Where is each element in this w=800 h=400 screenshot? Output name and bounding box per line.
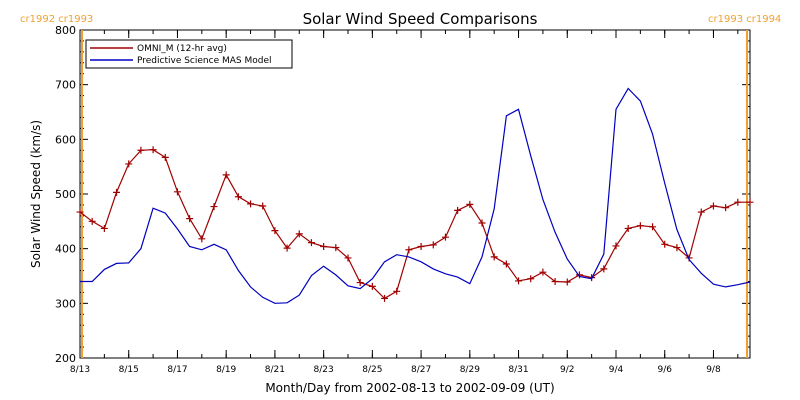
x-axis-title: Month/Day from 2002-08-13 to 2002-09-09 … <box>265 381 554 395</box>
data-point-omni <box>673 244 681 252</box>
data-point-omni <box>649 223 657 231</box>
x-tick-label: 9/2 <box>560 365 574 375</box>
data-point-omni <box>515 277 523 285</box>
legend-label-omni: OMNI_M (12-hr avg) <box>137 44 227 54</box>
data-point-omni <box>600 265 608 273</box>
data-point-omni <box>381 294 389 302</box>
data-point-omni <box>113 188 121 196</box>
y-tick-label: 800 <box>55 24 76 37</box>
x-tick-label: 8/21 <box>265 365 285 375</box>
data-point-omni <box>247 200 255 208</box>
legend: OMNI_M (12-hr avg) Predictive Science MA… <box>85 39 293 69</box>
data-point-omni <box>307 239 315 247</box>
x-tick-label: 9/4 <box>609 365 624 375</box>
data-point-omni <box>320 242 328 250</box>
series-line-mas <box>80 87 751 304</box>
data-point-omni <box>612 242 620 250</box>
y-tick-label: 700 <box>55 79 76 92</box>
plot-frame <box>79 29 751 359</box>
series-line-omni <box>79 149 750 300</box>
y-tick-label: 400 <box>55 243 76 256</box>
cr-marker-right-label: cr1993 cr1994 <box>708 14 781 25</box>
data-point-omni <box>429 241 437 249</box>
data-point-omni <box>344 254 352 262</box>
y-tick-label: 300 <box>55 297 76 310</box>
data-point-omni <box>490 253 498 261</box>
x-tick-label: 8/13 <box>70 365 90 375</box>
data-point-omni <box>137 146 145 154</box>
data-point-omni <box>551 277 559 285</box>
data-point-omni <box>259 202 267 210</box>
x-tick-label: 9/6 <box>657 365 672 375</box>
data-point-omni <box>149 146 157 154</box>
x-tick-label: 8/29 <box>460 365 480 375</box>
data-point-omni <box>746 198 754 206</box>
data-point-omni <box>636 222 644 230</box>
x-tick-label: 8/25 <box>362 365 382 375</box>
data-point-omni <box>539 268 547 276</box>
y-tick-label: 200 <box>55 352 76 365</box>
data-point-omni <box>356 279 364 287</box>
plot-area: 200 300 400 500 600 700 800 8/13 8/15 8/17 8/19 8/2… <box>55 24 754 375</box>
data-point-omni <box>466 200 474 208</box>
data-point-omni <box>222 171 230 179</box>
x-tick-label: 8/15 <box>119 365 139 375</box>
data-point-omni <box>502 260 510 268</box>
data-point-omni <box>271 227 279 235</box>
x-tick-label: 8/27 <box>411 365 431 375</box>
data-point-omni <box>368 282 376 290</box>
data-point-omni <box>661 240 669 248</box>
cr-marker-left-label: cr1992 cr1993 <box>20 14 93 25</box>
data-point-omni <box>332 244 340 252</box>
data-point-omni <box>76 208 84 216</box>
data-point-omni <box>405 246 413 254</box>
data-point-omni <box>234 193 242 201</box>
data-point-omni <box>454 206 462 214</box>
x-tick-label: 8/17 <box>167 365 187 375</box>
data-point-omni <box>697 208 705 216</box>
legend-label-mas: Predictive Science MAS Model <box>137 56 272 66</box>
data-point-omni <box>722 204 730 212</box>
data-point-omni <box>125 160 133 168</box>
x-tick-label: 9/8 <box>706 365 721 375</box>
x-tick-label: 8/19 <box>216 365 236 375</box>
data-point-omni <box>186 215 194 223</box>
data-point-omni <box>624 224 632 232</box>
data-point-omni <box>563 278 571 286</box>
x-tick-label: 8/31 <box>508 365 528 375</box>
data-point-omni <box>295 230 303 238</box>
y-tick-label: 600 <box>55 133 76 146</box>
y-tick-label: 500 <box>55 188 76 201</box>
data-point-omni <box>393 287 401 295</box>
data-point-omni <box>441 233 449 241</box>
data-point-omni <box>417 242 425 250</box>
data-point-omni <box>527 275 535 283</box>
x-tick-label: 8/23 <box>314 365 334 375</box>
data-point-omni <box>88 217 96 225</box>
data-point-omni <box>478 219 486 227</box>
data-point-omni <box>709 202 717 210</box>
data-point-omni <box>283 244 291 252</box>
legend-box <box>85 39 293 69</box>
data-point-omni <box>100 224 108 232</box>
chart-title: Solar Wind Speed Comparisons <box>303 10 538 28</box>
y-axis-title: Solar Wind Speed (km/s) <box>29 120 43 268</box>
data-point-omni <box>734 198 742 206</box>
data-point-omni <box>173 188 181 196</box>
data-point-omni <box>161 153 169 161</box>
data-point-omni <box>575 271 583 279</box>
data-point-omni <box>198 235 206 243</box>
data-point-omni <box>210 203 218 211</box>
